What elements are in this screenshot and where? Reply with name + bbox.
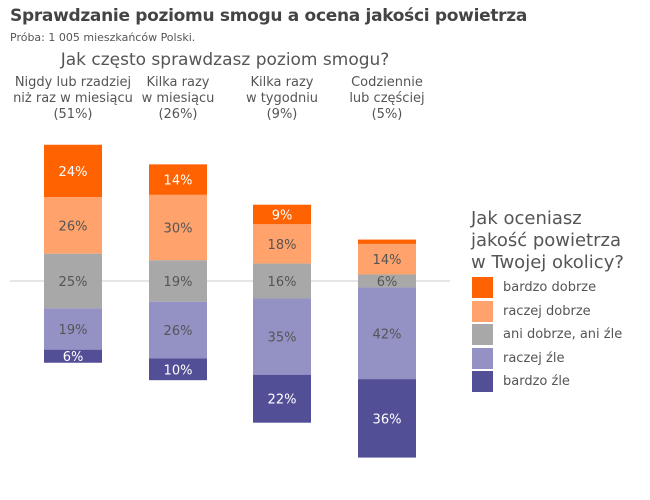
category-label-line: Codziennie [351,75,423,90]
bar-segment [44,253,102,309]
legend-label: bardzo źle [503,374,570,389]
data-label: 16% [268,275,297,290]
category-label-line: (9%) [266,107,298,122]
data-label: 14% [164,174,193,189]
legend-swatch [472,324,493,345]
legend-title: Jak oceniasz jakość powietrza w Twojej o… [471,208,624,274]
bar-segment [253,224,311,264]
category-label: Codziennie lub częściej (5%) [322,75,452,123]
category-label: Nigdy lub rzadziej niż raz w miesiącu (51%… [8,75,138,123]
category-label-line: niż raz w miesiącu [13,91,133,106]
legend-title-line: Jak oceniasz [471,208,582,229]
data-label: 19% [59,323,88,338]
bar-segment [149,358,207,381]
category-label-line: Kilka razy [250,75,314,90]
legend-item: ani dobrze, ani źle [472,324,622,345]
category-label-line: Nigdy lub rzadziej [14,75,132,90]
bar-segment [149,260,207,302]
data-label: 18% [268,238,297,253]
data-label: 14% [373,253,402,268]
bar-stack: 24% 26% 25% 19% 6% [44,144,102,365]
data-label: 10% [164,363,193,378]
bar-segment [358,287,416,380]
bar-segment [149,194,207,261]
data-label: 36% [373,412,402,427]
category-label-line: w tygodniu [245,91,319,106]
legend-title-line: jakość powietrza [471,230,621,251]
category-label-line: Kilka razy [146,75,210,90]
category-label-line: (5%) [371,107,403,122]
legend-swatch [472,371,493,392]
legend-swatch [472,300,493,322]
bar-segment [44,144,102,198]
legend-swatch [472,347,493,369]
bar-segment [358,239,416,244]
bar-segment [149,301,207,359]
data-label: 30% [164,222,193,237]
bar-segment [358,379,416,458]
legend-label: raczej dobrze [503,303,591,319]
x-axis-title: Jak często sprawdzasz poziom smogu? [60,50,390,70]
data-label: 24% [59,165,88,180]
bar-segment [253,263,311,299]
bar-segment [149,164,207,195]
legend-title-line: w Twojej okolicy? [471,252,624,273]
chart-title: Sprawdzanie poziomu smogu a ocena jakośc… [10,6,527,26]
legend-item: bardzo dobrze [472,277,596,298]
bar-segment [358,274,416,288]
data-label: 19% [164,275,193,290]
bar-segment [44,197,102,254]
category-label: Kilka razy w miesiącu (26%) [113,75,243,123]
category-label-line: lub częściej [349,91,425,106]
bar-stack: 14% 30% 19% 26% 10% [149,164,207,381]
bar-segment [44,308,102,350]
bar-stack: 9% 18% 16% 35% 22% [253,204,311,423]
data-label: 6% [377,275,398,290]
bar-segment [358,243,416,275]
bar-segment [253,204,311,225]
bar-segment [44,349,102,363]
chart-subtitle: Próba: 1 005 mieszkańców Polski. [10,31,196,44]
bar-stack: 14% 6% 42% 36% [358,239,416,458]
bar-segment [253,374,311,423]
category-label-line: (51%) [53,107,93,122]
category-label-line: w miesiącu [141,91,215,106]
data-label: 22% [268,393,297,408]
legend-swatch [472,277,493,298]
legend-label: bardzo dobrze [503,280,597,295]
data-label: 42% [373,327,402,342]
legend-label: ani dobrze, ani źle [503,327,623,342]
legend-item: raczej dobrze [472,300,591,322]
legend-item: raczej źle [472,347,565,369]
data-label: 6% [63,350,84,365]
bar-segment [253,298,311,375]
data-label: 9% [272,209,293,224]
data-label: 26% [59,219,88,234]
data-label: 26% [164,324,193,339]
data-label: 25% [59,275,88,290]
legend-label: raczej źle [503,350,565,366]
legend-item: bardzo źle [472,371,570,392]
category-label-line: (26%) [158,107,198,122]
category-label: Kilka razy w tygodniu (9%) [217,75,347,123]
data-label: 35% [268,331,297,346]
